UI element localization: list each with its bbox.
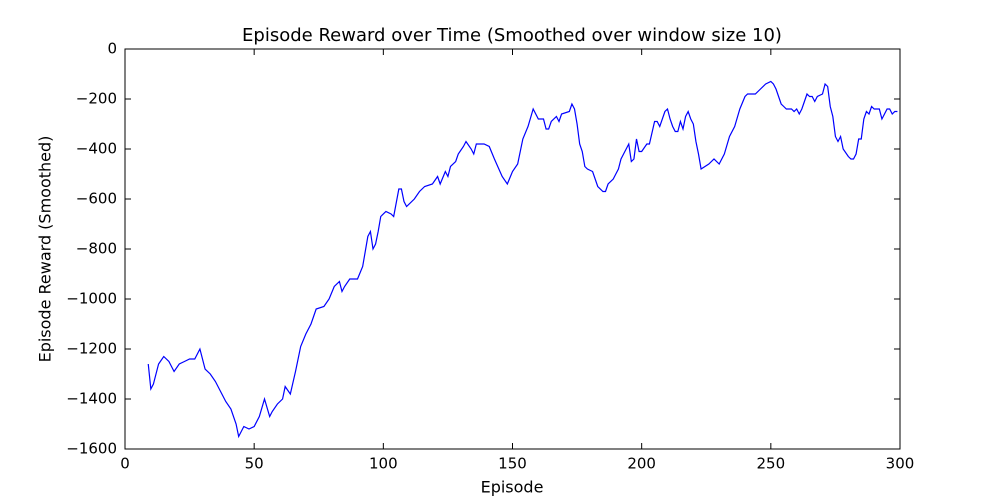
y-tick-label: −1000 [66, 290, 117, 308]
plot-frame [124, 48, 901, 450]
y-tick-label: −1200 [66, 340, 117, 358]
y-tick-label: −800 [76, 240, 117, 258]
x-axis-label: Episode [481, 478, 544, 497]
y-tick-label: −1600 [66, 440, 117, 458]
data-line [147, 80, 898, 439]
y-tick-label: −400 [76, 140, 117, 158]
chart-title: Episode Reward over Time (Smoothed over … [242, 25, 782, 46]
x-tick-label: 100 [369, 455, 398, 473]
x-tick-label: 300 [886, 455, 915, 473]
y-tick-label: −600 [76, 190, 117, 208]
x-tick-label: 50 [245, 455, 264, 473]
x-tick-label: 0 [120, 455, 130, 473]
y-tick-label: −1400 [66, 390, 117, 408]
x-tick-label: 200 [627, 455, 656, 473]
y-axis-label: Episode Reward (Smoothed) [36, 136, 55, 363]
y-tick-label: −200 [76, 90, 117, 108]
x-tick-label: 150 [498, 455, 527, 473]
y-tick-label: 0 [107, 40, 117, 58]
x-tick-label: 250 [757, 455, 786, 473]
